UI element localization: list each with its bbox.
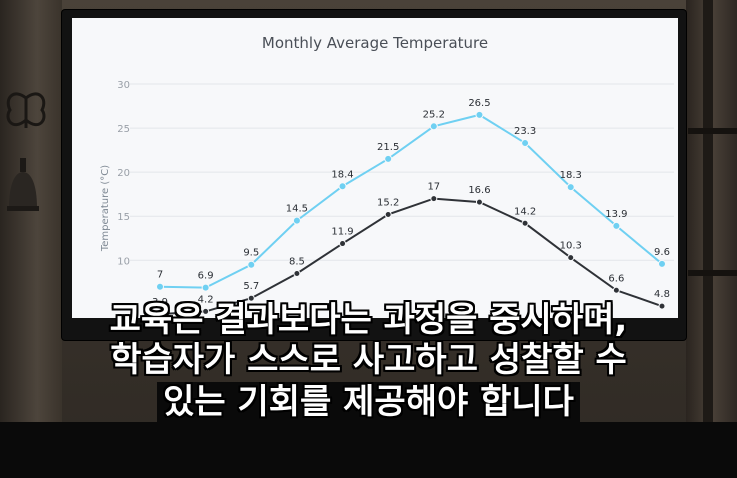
data-point [156, 310, 164, 318]
stand-pole [703, 0, 713, 478]
subtitle-line-1: 교육은 결과보다는 과정을 중시하며, [109, 300, 628, 340]
data-label: 7 [157, 270, 163, 281]
data-point [566, 183, 575, 192]
left-shelf [0, 0, 62, 478]
data-point [384, 210, 392, 218]
y-tick-label: 10 [117, 256, 130, 267]
data-point [658, 302, 666, 310]
subtitle-line-2: 학습자가 스스로 사고하고 성찰할 수 [110, 340, 627, 380]
data-label: 6.6 [608, 273, 624, 284]
data-point [202, 307, 210, 315]
data-point [430, 195, 438, 203]
data-label: 4.2 [198, 294, 214, 305]
y-tick-label: 25 [117, 124, 130, 135]
data-label: 9.5 [243, 248, 259, 259]
data-point [521, 139, 530, 148]
stand-shelf [688, 270, 737, 276]
data-point [612, 221, 621, 230]
data-label: 25.2 [423, 109, 445, 120]
subtitle-block: 교육은 결과보다는 과정을 중시하며, 학습자가 스스로 사고하고 성찰할 수 … [0, 300, 737, 422]
data-label: 23.3 [514, 126, 536, 137]
data-label: 10.3 [560, 241, 582, 252]
data-point [384, 154, 393, 163]
data-label: 16.6 [468, 185, 490, 196]
data-label: 5.7 [243, 281, 259, 292]
data-point [658, 259, 666, 268]
series-line [159, 113, 663, 289]
subtitle-line-3: 있는 기회를 제공해야 합니다 [157, 382, 580, 422]
line-chart: Monthly Average Temperature Temperature … [100, 34, 674, 318]
data-point [567, 254, 575, 262]
data-point [475, 110, 484, 119]
data-point [201, 283, 210, 292]
data-point [339, 240, 347, 248]
chart-title: Monthly Average Temperature [262, 34, 488, 52]
data-label: 9.6 [654, 247, 670, 258]
y-tick-label: 30 [117, 80, 130, 91]
butterfly-decoration-icon [6, 92, 46, 128]
data-point [293, 270, 301, 278]
data-label: 4.8 [654, 289, 670, 300]
chart-series: 7 6.9 9.5 14.5 18.4 21.5 25.2 26.5 23.3 18.3 13.9 9… [152, 98, 670, 318]
bell-decoration-icon [7, 158, 39, 211]
data-label: 13.9 [605, 209, 627, 220]
data-label: 11.9 [331, 227, 353, 238]
data-label: 18.3 [560, 170, 582, 181]
data-point [156, 282, 164, 291]
data-label: 21.5 [377, 142, 399, 153]
data-label: 18.4 [331, 169, 353, 180]
data-point [475, 198, 483, 206]
data-label: 14.5 [286, 204, 308, 215]
data-point [612, 286, 620, 294]
data-point [521, 219, 529, 227]
y-tick-label: 15 [117, 212, 130, 223]
data-label: 8.5 [289, 257, 305, 268]
data-label: 15.2 [377, 197, 399, 208]
y-tick-label: 20 [117, 168, 130, 179]
data-point [247, 294, 255, 302]
tv-screen: Monthly Average Temperature Temperature … [72, 18, 678, 318]
data-label: 26.5 [468, 98, 490, 109]
stand-shelf [688, 128, 737, 134]
data-point [247, 260, 256, 269]
data-point [292, 216, 301, 225]
data-label: 6.9 [198, 271, 214, 282]
y-axis-label: Temperature (°C) [100, 165, 111, 252]
data-label: 17 [427, 182, 440, 193]
subtitle-band [0, 422, 737, 478]
data-label: 3.9 [152, 297, 168, 308]
chart-grid [130, 83, 674, 261]
series-line [159, 197, 663, 316]
data-label: 14.2 [514, 206, 536, 217]
data-point [338, 182, 347, 191]
y-tick-labels: 10 15 20 25 30 [117, 80, 130, 267]
data-point [429, 122, 438, 131]
